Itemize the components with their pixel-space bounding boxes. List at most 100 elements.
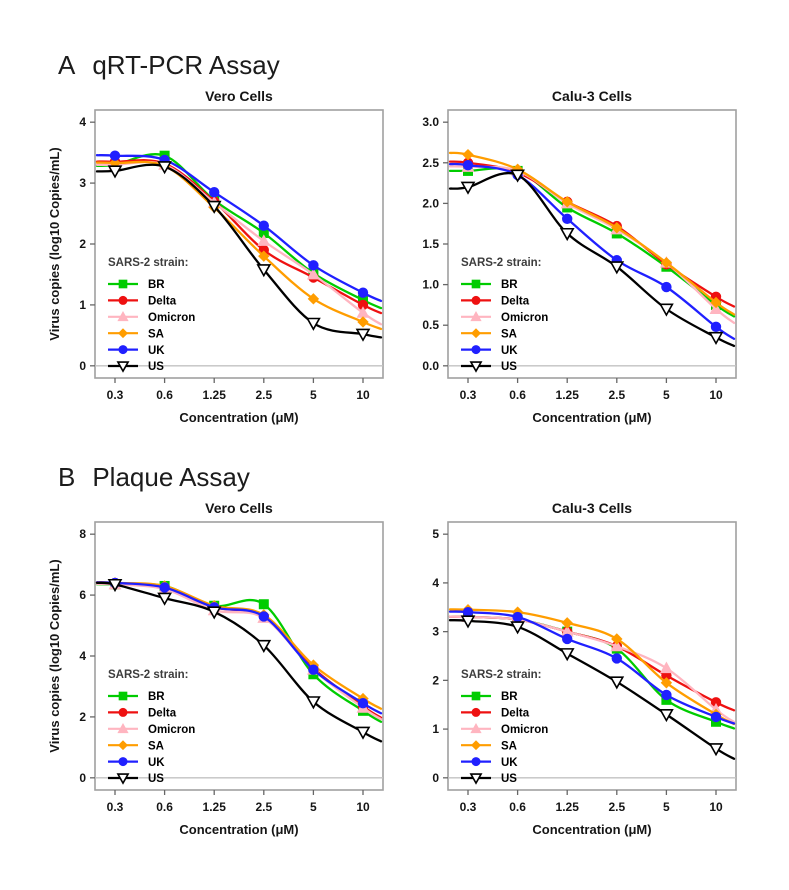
panel-plaque-calu3: 0 1 2 3 4 5 0.3 0.6 1.25 2.5 5 10 Calu-3 Cells Concen… — [398, 496, 748, 856]
legend-marker-UK — [118, 757, 128, 767]
point-UK-5 — [661, 281, 672, 293]
x-tick-label: 5 — [663, 800, 670, 814]
line-Omicron — [95, 582, 383, 721]
point-US-0.3 — [107, 578, 123, 593]
legend-marker-SA — [471, 328, 481, 339]
x-tick-label: 5 — [663, 388, 670, 402]
section-a-letter: A — [58, 50, 76, 80]
point-UK-10 — [357, 287, 369, 298]
x-tick-label: 0.3 — [107, 388, 124, 402]
series-Omicron — [95, 577, 383, 721]
legend-marker-SA — [118, 740, 128, 751]
x-axis-label: Concentration (μM) — [179, 822, 298, 837]
x-tick-label: 0.6 — [509, 388, 526, 402]
x-tick-label: 2.5 — [255, 388, 272, 402]
point-US-0.3 — [107, 165, 123, 179]
x-tick-label: 10 — [709, 800, 723, 814]
section-b-heading: B Plaque Assay — [58, 462, 250, 493]
section-b-letter: B — [58, 462, 76, 492]
point-Omicron-10 — [709, 302, 723, 314]
x-tick-label: 5 — [310, 388, 317, 402]
panel-title: Calu-3 Cells — [552, 88, 632, 104]
point-UK-2.5 — [258, 611, 270, 622]
legend-title: SARS-2 strain: — [461, 669, 542, 681]
point-US-10 — [355, 726, 371, 740]
point-UK-10 — [710, 711, 722, 723]
series-UK — [448, 160, 736, 340]
point-BR-2.5 — [258, 599, 269, 610]
y-tick-label: 3 — [432, 625, 439, 639]
plot-box — [94, 521, 384, 791]
point-Omicron-5 — [306, 267, 320, 280]
point-US-0.3 — [460, 615, 476, 629]
legend-label-UK: UK — [501, 757, 518, 769]
y-tick-label: 3 — [79, 176, 86, 190]
series-UK — [448, 606, 736, 725]
point-UK-10 — [710, 321, 722, 333]
point-US-2.5 — [609, 261, 625, 275]
legend-label-UK: UK — [501, 345, 518, 357]
point-SA-0.3 — [462, 148, 474, 161]
legend-marker-SA — [118, 328, 128, 339]
point-US-5 — [659, 708, 674, 723]
chart-plaque-vero-cells: 0 2 4 6 8 0.3 0.6 1.25 2.5 5 10 Vero Cells Concentra… — [47, 500, 384, 837]
legend-label-Omicron: Omicron — [501, 724, 548, 736]
legend-marker-BR — [471, 691, 481, 701]
legend-label-SA: SA — [501, 328, 517, 340]
point-US-1.25 — [559, 227, 575, 242]
line-Omicron — [95, 160, 383, 326]
panel-title: Vero Cells — [205, 500, 273, 516]
y-tick-label: 3.0 — [422, 115, 439, 129]
point-US-2.5 — [256, 639, 272, 653]
point-SA-10 — [710, 296, 722, 309]
legend-label-US: US — [148, 361, 164, 373]
x-tick-label: 0.6 — [156, 800, 173, 814]
point-US-1.25 — [206, 200, 222, 214]
x-tick-label: 1.25 — [203, 800, 227, 814]
legend-marker-US — [116, 773, 130, 785]
line-SA — [95, 160, 383, 331]
y-tick-label: 1 — [79, 298, 86, 312]
point-US-10 — [708, 743, 724, 757]
legend-label-BR: BR — [148, 691, 165, 703]
point-UK-0.3 — [109, 150, 121, 161]
point-UK-0.3 — [462, 606, 474, 618]
legend-marker-Delta — [118, 295, 128, 305]
y-tick-label: 8 — [79, 527, 86, 541]
legend-marker-BR — [118, 279, 128, 289]
x-tick-label: 10 — [356, 800, 370, 814]
plot-box — [94, 109, 384, 379]
legend-marker-SA — [471, 740, 481, 751]
y-tick-label: 0 — [432, 771, 439, 785]
point-UK-0.6 — [159, 582, 170, 593]
legend-label-Delta: Delta — [148, 708, 177, 720]
x-tick-label: 0.3 — [107, 800, 124, 814]
x-tick-label: 2.5 — [608, 800, 625, 814]
legend-marker-Omicron — [117, 311, 129, 322]
x-axis-label: Concentration (μM) — [179, 410, 298, 425]
legend: SARS-2 strain: BR Delta Omicron SA UK US — [461, 257, 548, 373]
x-tick-label: 2.5 — [608, 388, 625, 402]
point-UK-1.25 — [562, 213, 573, 225]
x-axis-label: Concentration (μM) — [532, 822, 651, 837]
legend-marker-UK — [471, 757, 481, 767]
legend-marker-US — [469, 361, 483, 373]
legend-marker-Omicron — [470, 723, 482, 734]
legend-title: SARS-2 strain: — [108, 257, 189, 269]
series-US — [448, 169, 736, 348]
point-US-10 — [355, 328, 371, 342]
legend-label-Omicron: Omicron — [148, 724, 195, 736]
series-SA — [95, 157, 383, 331]
y-tick-label: 2.0 — [422, 196, 439, 210]
panel-title: Calu-3 Cells — [552, 500, 632, 516]
legend-marker-US — [469, 773, 483, 785]
point-US-0.6 — [510, 169, 525, 183]
point-UK-2.5 — [258, 220, 270, 231]
y-tick-label: 1.5 — [422, 237, 439, 251]
legend-label-Delta: Delta — [501, 296, 530, 308]
point-SA-1.25 — [561, 617, 573, 629]
point-Omicron-2.5 — [610, 639, 624, 652]
y-tick-label: 0.0 — [422, 359, 439, 373]
